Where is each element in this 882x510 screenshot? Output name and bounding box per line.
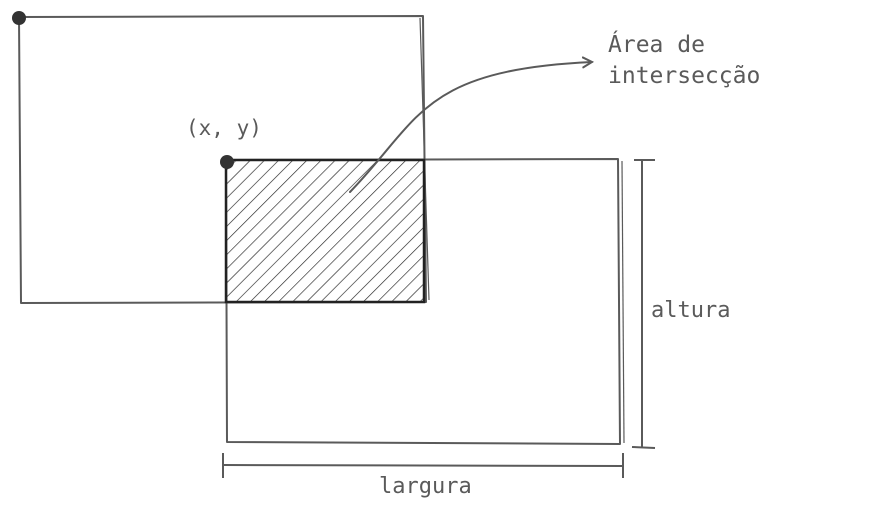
intersection-area-label-line-1: Área de: [608, 32, 705, 58]
height-dimension: [631, 159, 656, 449]
intersection-corner-point: [220, 155, 234, 169]
rectangle-a: [18, 15, 427, 304]
intersection-area-label-line-2: intersecção: [608, 63, 761, 89]
height-label: altura: [651, 298, 731, 323]
point-label: (x, y): [186, 116, 262, 140]
rectangle-b-sketch-line: [621, 160, 625, 444]
rectangle-a-corner-point: [12, 11, 26, 25]
intersection-area: [224, 158, 426, 304]
width-label: largura: [379, 474, 472, 499]
rectangle-b: [225, 158, 621, 445]
pointer-arrow: [349, 62, 592, 193]
width-dimension: [222, 453, 624, 478]
intersection-area-label: Área de intersecção: [608, 30, 760, 92]
